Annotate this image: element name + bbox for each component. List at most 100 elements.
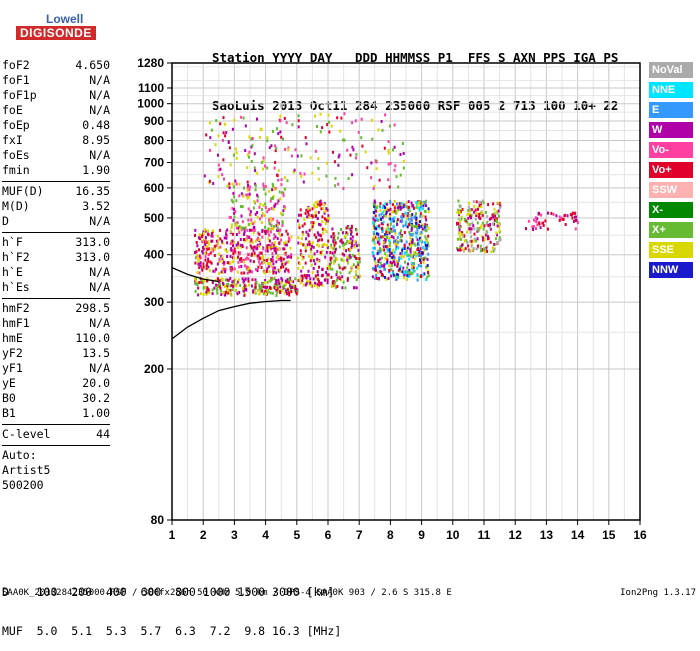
echo-point [281, 213, 284, 217]
echo-point [240, 245, 243, 249]
echo-point [274, 284, 277, 288]
echo-point [230, 226, 233, 230]
echo-point [498, 201, 501, 205]
echo-point [256, 269, 259, 273]
echo-point [386, 254, 389, 258]
echo-point [220, 254, 223, 258]
echo-point [467, 205, 470, 209]
echo-point [196, 244, 199, 248]
echo-point [235, 226, 238, 230]
echo-point [211, 281, 214, 285]
echo-point [286, 179, 289, 183]
echo-point [481, 248, 484, 252]
echo-point [210, 261, 213, 265]
echo-point [297, 266, 300, 270]
echo-point [409, 233, 412, 237]
echo-point [378, 246, 381, 250]
echo-point [499, 238, 502, 242]
echo-point [357, 275, 360, 279]
echo-point [210, 128, 213, 132]
echo-point [226, 228, 229, 232]
echo-point [247, 277, 250, 281]
echo-point [400, 206, 403, 210]
echo-point [297, 236, 300, 240]
echo-point [217, 175, 220, 178]
legend-item: Vo- [649, 142, 693, 158]
echo-point [377, 218, 380, 222]
echo-point [409, 214, 412, 217]
echo-point [418, 239, 421, 243]
echo-point [348, 254, 351, 258]
echo-point [271, 277, 273, 281]
echo-point [273, 277, 276, 280]
echo-point [383, 213, 385, 217]
echo-point [272, 266, 275, 270]
echo-point [262, 156, 265, 160]
x-tick-label: 13 [540, 528, 554, 542]
echo-point [253, 152, 256, 156]
echo-point [392, 219, 395, 223]
echo-point [303, 172, 306, 176]
echo-point [239, 251, 242, 255]
echo-point [276, 223, 279, 227]
echo-point [299, 281, 302, 285]
echo-point [193, 276, 196, 280]
echo-point [273, 241, 276, 245]
echo-point [416, 278, 419, 282]
echo-point [312, 277, 315, 281]
echo-point [394, 211, 397, 215]
echo-point [218, 252, 221, 256]
echo-point [307, 213, 310, 217]
param-value: 298.5 [75, 301, 110, 315]
echo-point [226, 288, 229, 292]
echo-point [321, 231, 324, 235]
echo-point [241, 205, 244, 209]
param-separator [2, 445, 110, 446]
echo-point [223, 177, 225, 181]
echo-point [251, 137, 254, 140]
echo-point [340, 258, 343, 262]
echo-point [410, 217, 413, 221]
echo-point [275, 251, 278, 255]
echo-point [242, 194, 245, 198]
echo-point [423, 272, 426, 276]
echo-point [267, 189, 270, 193]
echo-point [411, 224, 414, 228]
echo-point [206, 247, 209, 251]
echo-point [285, 289, 288, 293]
param-value: 4.650 [75, 58, 110, 72]
echo-point [231, 239, 234, 243]
param-name: M(D) [2, 199, 30, 213]
echo-point [224, 122, 226, 126]
echo-point [384, 113, 387, 117]
echo-point [295, 292, 298, 296]
echo-point [385, 230, 388, 234]
echo-point [462, 248, 465, 252]
echo-point [330, 235, 333, 239]
echo-point [535, 227, 537, 231]
echo-point [203, 174, 206, 178]
echo-point [424, 241, 427, 245]
echo-point [246, 153, 249, 157]
echo-point [277, 221, 280, 225]
echo-point [373, 235, 376, 239]
echo-point [458, 211, 461, 215]
echo-point [418, 275, 421, 279]
echo-point [237, 240, 240, 244]
echo-point [373, 205, 376, 209]
echo-point [421, 273, 424, 277]
echo-point [196, 271, 199, 274]
echo-point [456, 237, 459, 241]
echo-point [317, 273, 319, 277]
echo-point [220, 293, 223, 296]
echo-point [244, 257, 247, 261]
echo-point [250, 218, 253, 222]
echo-point [238, 231, 241, 235]
echo-point [386, 260, 389, 264]
echo-point [392, 260, 395, 264]
echo-point [375, 167, 378, 171]
echo-point [391, 256, 394, 259]
echo-point [379, 208, 382, 212]
echo-point [569, 213, 572, 217]
echo-point [347, 177, 350, 180]
